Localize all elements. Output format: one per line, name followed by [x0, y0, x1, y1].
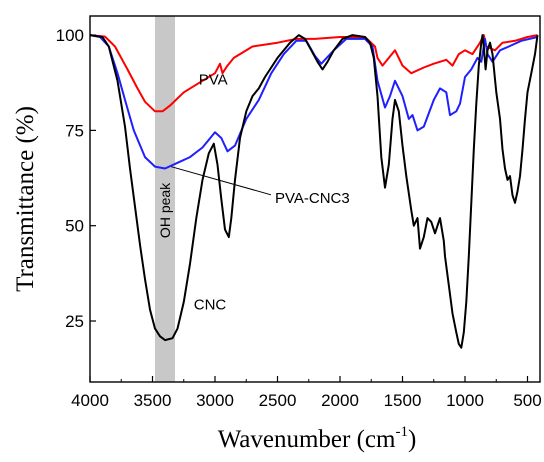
y-tick-label: 75 [65, 121, 84, 140]
series-line-cnc [89, 34, 539, 349]
annotation-pva: PVA [199, 72, 228, 89]
y-tick-label: 25 [65, 312, 84, 331]
annotation-pva-cnc3: PVA-CNC3 [275, 190, 350, 207]
oh-peak-label: OH peak [157, 182, 173, 238]
y-axis-label: Transmittance (%) [12, 106, 39, 292]
x-tick-label: 3000 [196, 391, 234, 410]
x-tick-label: 2500 [259, 391, 297, 410]
x-axis-label: Wavenumber (cm-1) [218, 424, 417, 453]
x-tick-label: 3500 [134, 391, 172, 410]
y-tick-label: 50 [65, 217, 84, 236]
x-tick-label: 500 [513, 391, 541, 410]
x-tick-label: 1000 [446, 391, 484, 410]
x-tick-label: 2000 [321, 391, 359, 410]
annotation-cnc: CNC [194, 297, 227, 314]
oh-peak-band [155, 16, 175, 382]
annotation-pointer-pva-cnc3 [171, 166, 272, 196]
y-tick-label: 100 [56, 26, 84, 45]
x-tick-label: 4000 [71, 391, 109, 410]
x-tick-label: 1500 [384, 391, 422, 410]
plot-frame [89, 15, 541, 383]
